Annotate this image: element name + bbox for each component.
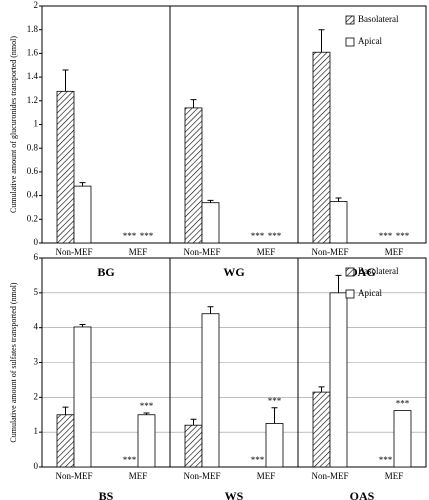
error-bar	[62, 406, 69, 415]
legend-swatch	[345, 15, 355, 25]
legend-swatch	[345, 289, 355, 299]
bar	[184, 107, 203, 244]
error-bar	[318, 386, 325, 393]
y-tick-label: 1.6	[27, 47, 39, 57]
plot-frame	[41, 5, 427, 244]
legend-label: Apical	[358, 36, 382, 46]
bar	[312, 51, 331, 244]
bar	[393, 410, 412, 468]
y-tick-label: 0.6	[27, 166, 39, 176]
significance-label: ***	[251, 231, 265, 241]
x-tick-label: MEF	[129, 247, 148, 257]
error-bar	[335, 274, 342, 293]
x-tick-label: Non-MEF	[311, 247, 348, 257]
y-tick-label: 1.8	[27, 24, 39, 34]
group-label: WS	[225, 489, 244, 500]
bar	[56, 90, 75, 244]
significance-label: ***	[396, 399, 410, 409]
y-tick-label: 4	[34, 322, 39, 332]
group-label: OAG	[348, 265, 375, 279]
bar	[56, 414, 75, 468]
significance-label: ***	[251, 455, 265, 465]
error-bar	[190, 418, 197, 426]
significance-label: ***	[396, 231, 410, 241]
bar	[201, 313, 220, 468]
x-tick-label: MEF	[385, 471, 404, 481]
group-label: OAS	[350, 489, 375, 500]
error-bar	[143, 412, 150, 415]
error-bar	[207, 306, 214, 314]
legend-label: Basolateral	[358, 14, 399, 24]
bar	[137, 414, 156, 468]
y-tick-label: 5	[34, 287, 39, 297]
x-tick-label: Non-MEF	[55, 247, 92, 257]
y-tick-label: 0.4	[27, 190, 39, 200]
significance-label: ***	[140, 231, 154, 241]
bar	[201, 202, 220, 244]
y-tick-label: 1.2	[27, 95, 38, 105]
bar	[184, 424, 203, 468]
x-tick-label: Non-MEF	[183, 471, 220, 481]
x-tick-label: MEF	[257, 471, 276, 481]
y-tick-label: 0	[34, 237, 39, 247]
legend-swatch	[345, 267, 355, 277]
significance-label: ***	[379, 231, 393, 241]
x-tick-label: MEF	[129, 471, 148, 481]
error-bar	[79, 182, 86, 187]
x-tick-label: MEF	[257, 247, 276, 257]
y-tick-label: 0	[34, 461, 39, 471]
group-label: BS	[99, 489, 114, 500]
x-tick-label: Non-MEF	[183, 247, 220, 257]
error-bar	[318, 29, 325, 53]
significance-label: ***	[268, 396, 282, 406]
error-bar	[190, 99, 197, 108]
significance-label: ***	[379, 455, 393, 465]
y-tick-label: 0.2	[27, 213, 38, 223]
significance-label: ***	[140, 401, 154, 411]
significance-label: ***	[123, 455, 137, 465]
error-bar	[271, 407, 278, 424]
bar	[312, 391, 331, 468]
y-tick-label: 1	[34, 426, 39, 436]
error-bar	[79, 324, 86, 327]
y-tick-label: 2	[34, 0, 39, 10]
y-tick-label: 1.4	[27, 71, 39, 81]
y-tick-label: 2	[34, 391, 39, 401]
legend-label: Basolateral	[358, 266, 399, 276]
legend-label: Apical	[358, 288, 382, 298]
significance-label: ***	[268, 231, 282, 241]
error-bar	[335, 197, 342, 202]
x-tick-label: Non-MEF	[55, 471, 92, 481]
group-label: WG	[223, 265, 244, 279]
error-bar	[62, 69, 69, 92]
significance-label: ***	[123, 231, 137, 241]
error-bar	[207, 199, 214, 203]
plot-frame	[41, 257, 427, 468]
y-tick-label: 0.8	[27, 142, 39, 152]
y-tick-label: 1	[34, 119, 39, 129]
y-axis-label: Cumulative amount of sulfates transporte…	[9, 282, 18, 443]
bar	[73, 185, 92, 244]
bar	[265, 423, 284, 468]
x-tick-label: Non-MEF	[311, 471, 348, 481]
y-tick-label: 6	[34, 252, 39, 262]
bar	[73, 326, 92, 468]
y-axis-label: Cumulative amount of glucuronides transp…	[9, 36, 18, 213]
x-tick-label: MEF	[385, 247, 404, 257]
legend-swatch	[345, 37, 355, 47]
y-tick-label: 3	[34, 357, 39, 367]
group-label: BG	[97, 265, 114, 279]
bar	[329, 201, 348, 244]
bar	[329, 292, 348, 468]
